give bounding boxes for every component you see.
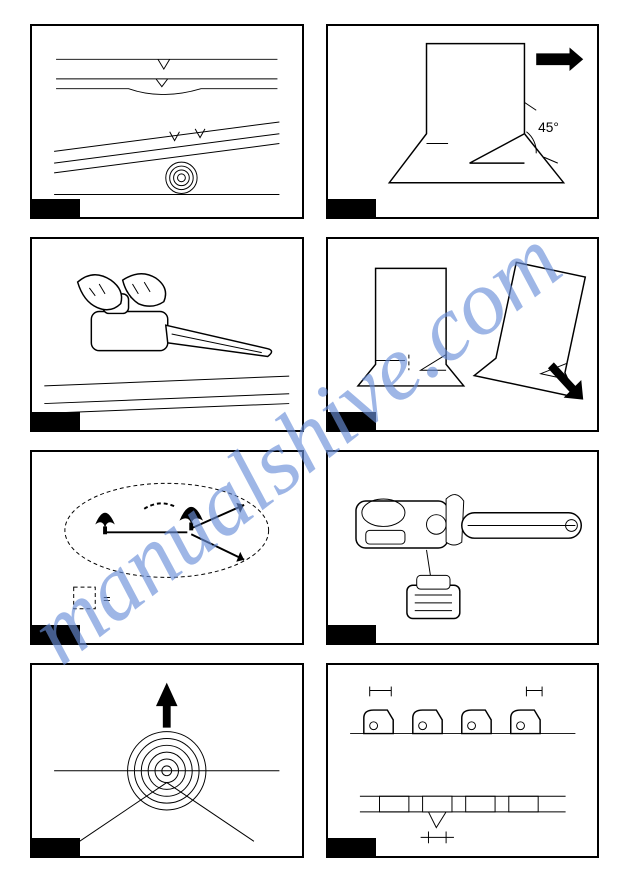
illustration-log-cuts	[32, 26, 302, 217]
angle-label: 45°	[538, 120, 559, 135]
panel-label	[328, 199, 376, 217]
panel-label	[328, 625, 376, 643]
battery-icon	[406, 575, 459, 618]
legend-equals: =	[103, 591, 110, 606]
panel-grid: 45°	[30, 24, 599, 858]
illustration-fall-direction	[32, 665, 302, 856]
manual-page: 45°	[0, 0, 629, 882]
panel-chain-detail	[326, 663, 600, 858]
illustration-backcut	[328, 239, 598, 430]
panel-label	[32, 199, 80, 217]
panel-felling-backcut	[326, 237, 600, 432]
panel-felling-notch-45: 45°	[326, 24, 600, 219]
illustration-chain	[328, 665, 598, 856]
illustration-felling-45: 45°	[328, 26, 598, 217]
illustration-saw-battery	[328, 452, 598, 643]
direction-arrow-icon	[536, 48, 583, 72]
panel-chainsaw-hold	[30, 237, 304, 432]
panel-label	[328, 412, 376, 430]
panel-label	[32, 838, 80, 856]
panel-label	[32, 412, 80, 430]
panel-label	[32, 625, 80, 643]
panel-chainsaw-battery	[326, 450, 600, 645]
panel-fall-direction	[30, 663, 304, 858]
panel-label	[328, 838, 376, 856]
tree-icon	[95, 513, 115, 535]
tree-icon	[179, 507, 203, 531]
panel-escape-route: =	[30, 450, 304, 645]
illustration-chainsaw-hold	[32, 239, 302, 430]
up-arrow-icon	[156, 683, 178, 728]
illustration-escape: =	[32, 452, 302, 643]
panel-log-cuts	[30, 24, 304, 219]
